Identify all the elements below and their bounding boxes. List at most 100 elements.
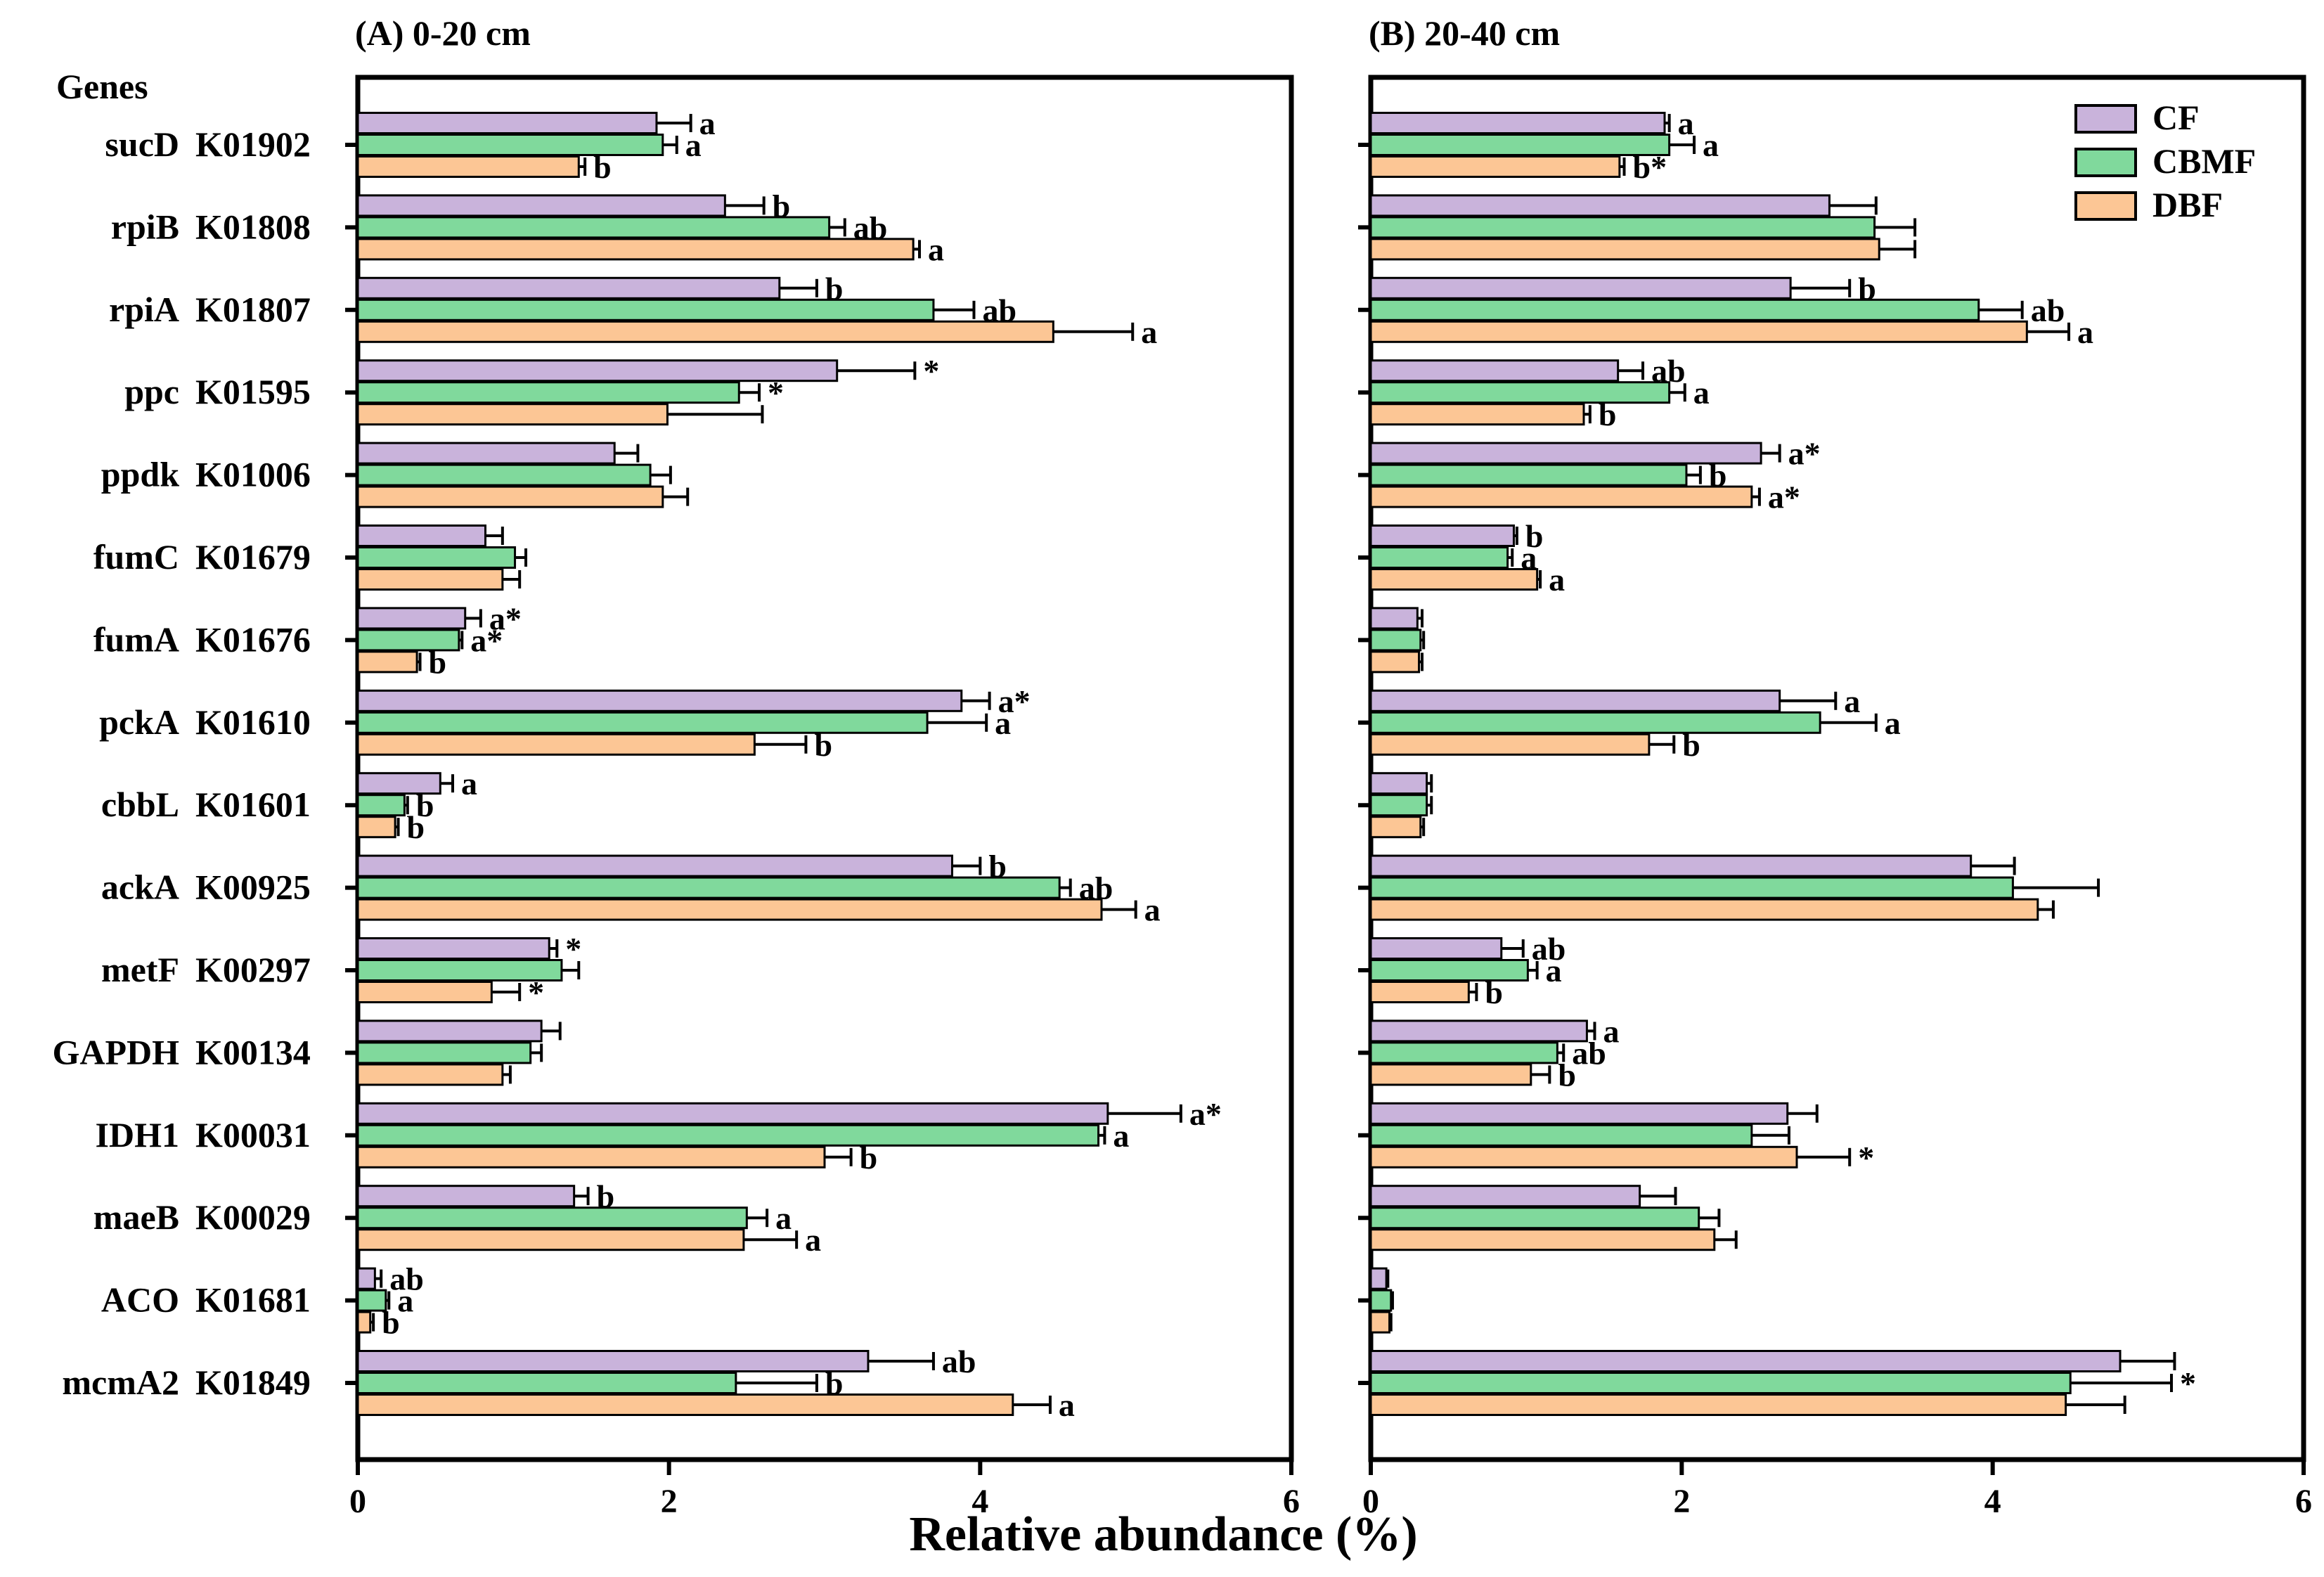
panel-b-bar-dbf [1369,981,1470,1003]
panel-b-bar-cbmf [1369,1372,2072,1394]
panel-a-x-tick-label: 4 [971,1483,988,1520]
panel-b-bar-cbmf [1369,1206,1700,1230]
panel-b-bar-cbmf [1369,629,1422,652]
panel-b-significance-label: a [1603,1013,1619,1049]
panel-a-bar-dbf [356,816,396,839]
panel-a-bar-cf [356,1185,576,1208]
panel-b-bar-cbmf [1369,216,1876,239]
panel-a-significance-label: a* [489,600,522,636]
ko-label: K00031 [195,1115,311,1154]
panel-a-bar-cf [356,1350,870,1372]
panel-a-bar-cf [356,112,658,134]
panel-a-bar-cf [356,524,486,547]
panel-b-bar-cbmf [1369,1289,1393,1312]
panel-a-bar-dbf [356,898,1103,921]
panel-a-bar-cf [356,607,467,630]
panel-a-bar-dbf [356,1311,372,1334]
panel-b-bar-cf [1369,689,1781,712]
panel-b-bar-cbmf [1369,298,1980,321]
panel-a-bar-cf [356,937,550,960]
gene-label: rpiA [109,290,179,329]
panel-b-significance-label: b [1558,1057,1576,1093]
panel-b-significance-label: a [1549,562,1565,598]
panel-a-bar-dbf [356,485,664,508]
panel-a-significance-label: a [685,127,702,163]
gene-label: IDH1 [96,1115,179,1154]
panel-a-significance-label: a [1113,1118,1129,1154]
genes-header: Genes [56,67,148,106]
panel-b-bar-cf [1369,524,1515,547]
panel-b-bar-cf [1369,1019,1588,1043]
panel-a-significance-label: a [397,1283,413,1319]
row-labels: sucD K01902 rpiB K01808 rpiA K01807 ppc K01595 p… [52,124,310,1402]
panel-b-x-tick-label: 6 [2295,1483,2312,1520]
panel-a-bar-dbf [356,1228,745,1251]
panel-b-bar-dbf [1369,485,1753,508]
panel-b-bar-dbf [1369,1145,1798,1169]
ko-label: K01849 [195,1363,311,1402]
gene-label: ackA [101,868,179,907]
panel-b-bar-dbf [1369,1393,2067,1416]
gene-label: pckA [99,702,179,742]
ko-label: K01679 [195,537,311,577]
panel-a-bar-cbmf [356,1124,1100,1147]
panel-b-significance-label: b [1525,518,1544,554]
ko-label: K01902 [195,124,311,164]
panel-a-bar-dbf [356,155,580,178]
panel-b-significance-label: * [1858,1140,1874,1176]
gene-label: metF [101,950,179,989]
gene-label: maeB [93,1197,179,1237]
panel-a-bar-cbmf [356,711,929,734]
panel-b-bar-cbmf [1369,794,1428,817]
panel-b-x-axis: 0 2 4 6 [1362,1460,2312,1520]
ko-label: K00925 [195,868,311,907]
ko-label: K01676 [195,619,311,659]
panel-b-significance-label: * [2180,1365,2196,1401]
panel-a-bar-cf [356,854,953,877]
panel-a-bar-cbmf [356,876,1061,899]
panel-a-bar-cf [356,1019,543,1043]
panel-a-x-axis: 0 2 4 6 [349,1460,1300,1520]
panel-a-bar-dbf [356,568,504,591]
panel-b-bar-dbf [1369,320,2028,343]
panel-a-significance-label: a* [470,622,503,658]
panel-b-significance-label: a* [1768,479,1800,515]
panel-a-significance-label: * [565,931,581,967]
panel-b-bar-cbmf [1369,381,1671,404]
panel-a-bar-cf [356,276,781,300]
panel-a-bar-dbf [356,238,915,261]
panel-b-x-tick-label: 2 [1673,1483,1690,1520]
panel-a-x-tick-label: 2 [661,1483,678,1520]
panel-b-bar-dbf [1369,238,1880,261]
panel-b-significance-label: ab [1532,931,1566,967]
legend-swatch-cf [2074,104,2137,134]
panel-b-significance-label: b [1682,727,1700,763]
panel-a-bar-cbmf [356,134,664,156]
panel-b-bar-cbmf [1369,134,1671,156]
legend-label-cbmf: CBMF [2152,141,2256,181]
panel-b-bar-dbf [1369,650,1421,674]
panel-a-significance-label: * [923,353,939,389]
panel-b-significance-label: b [1599,397,1617,432]
panel-b-bar-cf [1369,1102,1789,1125]
panel-b-significance-label: ab [2031,292,2065,328]
panel-b-bar-cf [1369,276,1792,300]
panel-a-significance-label: a [805,1222,821,1258]
panel-a-bar-dbf [356,1393,1014,1416]
gene-label: ppc [124,372,179,411]
panel-b-frame [1368,75,2306,1462]
panel-b-bar-cf [1369,442,1762,465]
panel-a-significance-label: a [928,231,944,267]
gene-label: mcmA2 [62,1363,179,1402]
panel-a-bar-cf [356,1267,376,1290]
panel-a-bar-cf [356,689,963,712]
panel-a-significance-label: a [1059,1387,1075,1423]
panel-b-bar-cbmf [1369,1124,1753,1147]
panel-b-bar-cbmf [1369,463,1688,487]
panel-a-significance-label: ab [942,1344,976,1379]
ko-label: K00029 [195,1197,311,1237]
legend-swatch-cbmf [2074,148,2137,177]
panel-a-frame [355,75,1294,1462]
panel-a-significance-label: b [407,809,425,845]
panel-b-bar-cf [1369,1185,1641,1208]
